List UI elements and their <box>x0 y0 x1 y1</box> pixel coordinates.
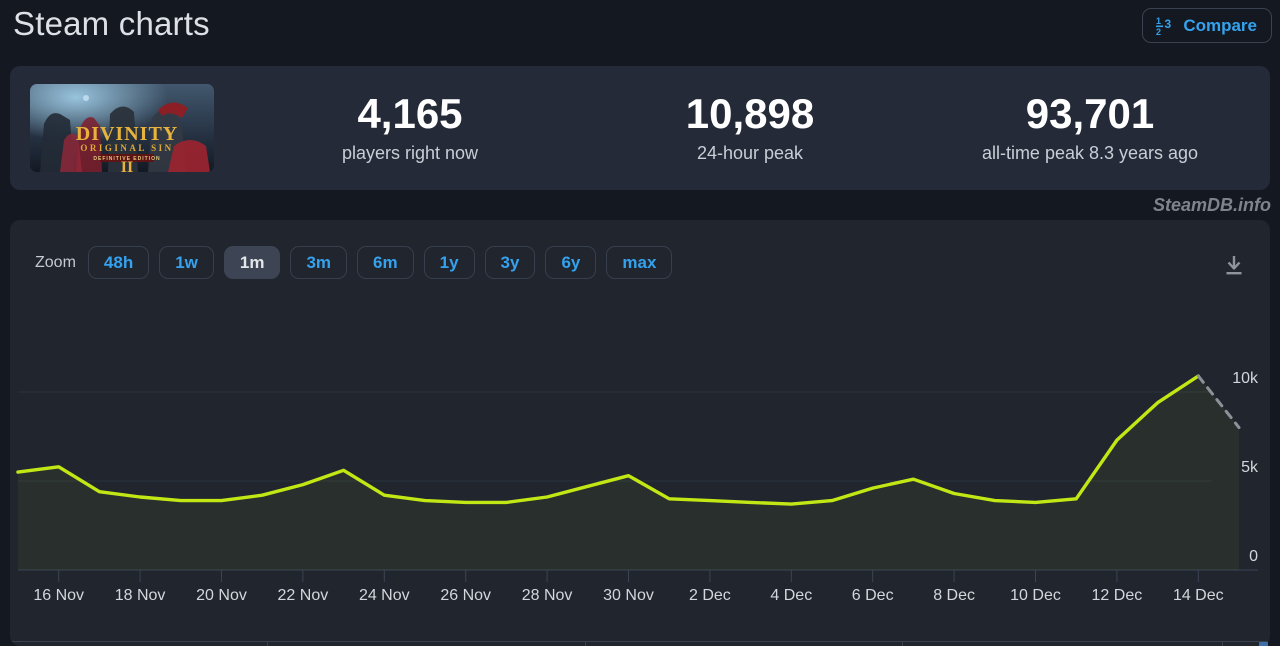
steamdb-watermark: SteamDB.info <box>1152 195 1271 215</box>
download-icon <box>1226 256 1242 275</box>
stats-row: 4,165 players right now 10,898 24-hour peak… <box>240 66 1260 190</box>
zoom-range-max[interactable]: max <box>606 246 673 279</box>
zoom-range-1m[interactable]: 1m <box>223 246 281 279</box>
zoom-range-3y[interactable]: 3y <box>484 246 536 279</box>
x-axis-label-16-Nov: 16 Nov <box>33 587 85 604</box>
y-axis-label-10k: 10k <box>1232 370 1258 387</box>
stat-value: 4,165 <box>357 89 463 137</box>
x-axis-label-2-Dec: 2 Dec <box>688 587 731 604</box>
compare-button[interactable]: 1 2 3 Compare <box>1142 8 1272 43</box>
chart-toolbar: Zoom 48h 1w 1m 3m 6m 1y 3y 6y max <box>35 246 673 279</box>
x-axis-label-6-Dec: 6 Dec <box>851 587 894 604</box>
stat-item-1: 10,898 24-hour peak <box>580 89 920 164</box>
zoom-range-6y[interactable]: 6y <box>545 246 597 279</box>
zoom-range-1w[interactable]: 1w <box>159 246 214 279</box>
zoom-range-1y[interactable]: 1y <box>423 246 475 279</box>
navigator-handle[interactable] <box>1259 642 1268 646</box>
zoom-range-48h[interactable]: 48h <box>87 246 150 279</box>
capsule-numeral-text: II <box>121 159 133 172</box>
game-capsule-image: DIVINITY ORIGINAL SIN DEFINITIVE EDITION… <box>30 84 214 172</box>
stat-label: players right now <box>341 143 479 164</box>
svg-text:1: 1 <box>1156 16 1161 26</box>
stat-value: 93,701 <box>1025 89 1155 137</box>
compare-button-label: Compare <box>1183 15 1257 35</box>
x-axis-label-12-Dec: 12 Dec <box>1091 587 1143 604</box>
capsule-title-text: DIVINITY <box>76 123 178 145</box>
capsule-edition-text: DEFINITIVE EDITION <box>93 156 160 162</box>
x-axis-label-22-Nov: 22 Nov <box>277 587 329 604</box>
zoom-label: Zoom <box>35 253 76 271</box>
zoom-range-3m[interactable]: 3m <box>290 246 348 279</box>
players-line-chart[interactable] <box>0 300 1280 646</box>
x-axis-label-30-Nov: 30 Nov <box>603 587 654 604</box>
download-chart-button[interactable] <box>1220 252 1248 280</box>
stat-item-2: 93,701 all-time peak 8.3 years ago <box>920 89 1260 164</box>
capsule-subtitle-text: ORIGINAL SIN <box>80 143 173 153</box>
x-axis-label-4-Dec: 4 Dec <box>770 587 813 604</box>
chart-card: Zoom 48h 1w 1m 3m 6m 1y 3y 6y max <box>10 220 1270 646</box>
stats-card: DIVINITY ORIGINAL SIN DEFINITIVE EDITION… <box>10 66 1270 190</box>
stat-label: all-time peak 8.3 years ago <box>981 143 1199 164</box>
navigator-strip[interactable] <box>12 641 1268 646</box>
zoom-range-6m[interactable]: 6m <box>357 246 414 279</box>
x-axis-label-18-Nov: 18 Nov <box>114 587 166 604</box>
page-title: Steam charts <box>13 5 210 42</box>
stat-value: 10,898 <box>685 89 815 137</box>
stat-label: 24-hour peak <box>696 143 804 164</box>
x-axis-label-28-Nov: 28 Nov <box>521 587 573 604</box>
x-axis-label-20-Nov: 20 Nov <box>196 587 247 604</box>
x-axis-label-10-Dec: 10 Dec <box>1010 587 1061 604</box>
y-axis-label-0: 0 <box>1249 548 1258 565</box>
zoom-range-buttons: 48h 1w 1m 3m 6m 1y 3y 6y max <box>87 246 673 279</box>
x-axis-label-14-Dec: 14 Dec <box>1172 587 1224 604</box>
svg-text:2: 2 <box>1156 27 1161 36</box>
stat-item-0: 4,165 players right now <box>240 89 580 164</box>
x-axis-label-8-Dec: 8 Dec <box>933 587 975 604</box>
compare-numbers-icon: 1 2 3 <box>1156 16 1172 36</box>
y-axis-label-5k: 5k <box>1241 459 1258 476</box>
x-axis-label-26-Nov: 26 Nov <box>440 587 492 604</box>
svg-text:3: 3 <box>1165 17 1172 31</box>
x-axis-label-24-Nov: 24 Nov <box>358 587 410 604</box>
